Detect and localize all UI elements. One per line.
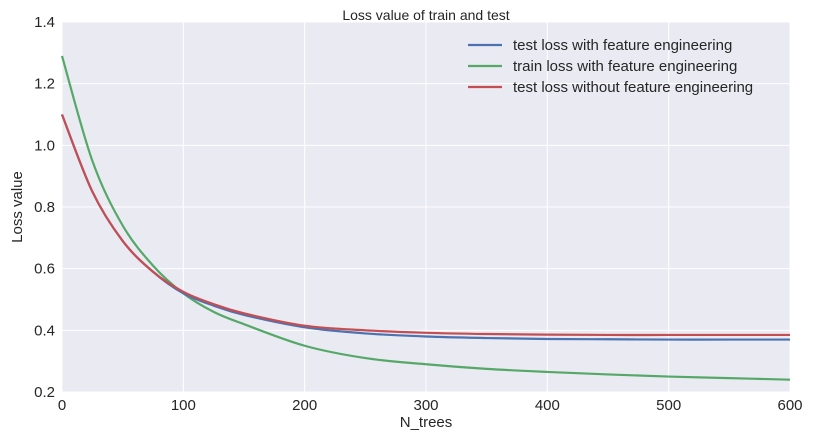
chart-title: Loss value of train and test <box>342 7 509 23</box>
x-tick-label: 0 <box>58 397 66 414</box>
legend-label: test loss without feature engineering <box>513 79 753 96</box>
x-tick-label: 200 <box>292 397 317 414</box>
y-tick-label: 0.8 <box>34 199 55 216</box>
x-tick-label: 500 <box>656 397 681 414</box>
legend: test loss with feature engineering train … <box>468 37 753 96</box>
y-tick-label: 0.6 <box>34 261 55 278</box>
x-axis-label: N_trees <box>400 414 453 431</box>
y-axis-ticks: 0.2 0.4 0.6 0.8 1.0 1.2 1.4 <box>34 14 55 401</box>
x-axis-ticks: 0 100 200 300 400 500 600 <box>58 397 803 414</box>
series-line-3 <box>60 114 790 337</box>
x-tick-label: 400 <box>535 397 560 414</box>
grid-lines <box>61 21 791 393</box>
y-tick-label: 0.4 <box>34 322 55 339</box>
series-line-2 <box>60 55 791 381</box>
x-tick-label: 600 <box>777 397 802 414</box>
y-axis-label: Loss value <box>9 171 26 243</box>
y-tick-label: 1.4 <box>34 14 55 31</box>
x-tick-label: 100 <box>171 397 196 414</box>
legend-label: train loss with feature engineering <box>513 58 737 75</box>
y-tick-label: 1.2 <box>34 76 55 93</box>
series-lines <box>60 55 791 381</box>
legend-label: test loss with feature engineering <box>513 37 732 54</box>
x-tick-label: 300 <box>413 397 438 414</box>
y-tick-label: 1.0 <box>34 137 55 154</box>
y-tick-label: 0.2 <box>34 384 55 401</box>
